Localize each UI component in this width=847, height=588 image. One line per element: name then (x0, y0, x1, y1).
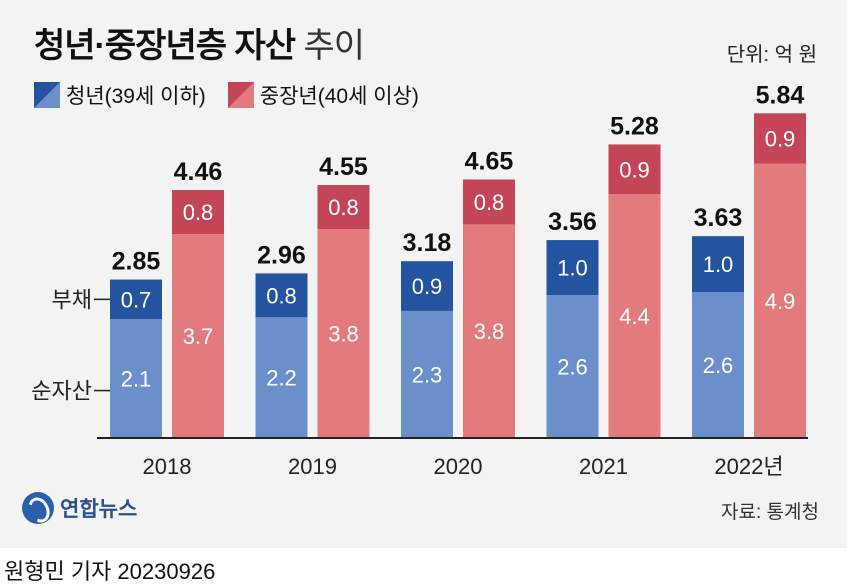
label-middle-debt-3: 0.9 (619, 157, 650, 182)
title-main: 청년·중장년층 자산 (34, 27, 296, 65)
side-label-net-assets: 순자산 (31, 379, 92, 404)
bar-middle-net-4 (754, 163, 806, 439)
label-middle-net-4: 4.9 (765, 289, 796, 314)
legend: 청년(39세 이하) 중장년(40세 이상) (34, 80, 441, 110)
label-middle-total-3: 5.28 (610, 112, 659, 140)
label-youth-debt-0: 0.7 (121, 287, 152, 312)
bar-middle-debt-0 (172, 190, 224, 235)
bar-youth-debt-3 (546, 240, 599, 296)
byline: 원형민 기자 20230926 (4, 559, 216, 584)
label-youth-debt-1: 0.8 (266, 283, 297, 308)
bar-middle-debt-3 (608, 144, 661, 195)
label-youth-net-1: 2.2 (266, 366, 297, 391)
label-youth-debt-2: 0.9 (412, 274, 443, 299)
label-youth-net-3: 2.6 (557, 355, 588, 380)
label-youth-debt-3: 1.0 (557, 256, 588, 281)
label-middle-debt-4: 0.9 (765, 126, 796, 151)
label-youth-total-2: 3.18 (403, 229, 452, 257)
legend-label-middle: 중장년(40세 이상) (259, 85, 419, 108)
x-tick-label-3: 2021 (579, 454, 628, 479)
bar-middle-debt-4 (754, 113, 806, 164)
title-sub: 추이 (303, 27, 365, 65)
bar-youth-debt-0 (110, 279, 162, 320)
bar-youth-debt-2 (401, 261, 453, 311)
globe-icon (22, 492, 54, 524)
bar-youth-net-0 (110, 319, 162, 438)
bar-middle-net-0 (172, 234, 224, 438)
bar-youth-debt-4 (692, 236, 744, 293)
bar-youth-debt-1 (255, 273, 308, 318)
label-middle-total-4: 5.84 (756, 81, 805, 109)
label-youth-total-3: 3.56 (548, 208, 597, 236)
label-middle-debt-1: 0.8 (328, 195, 359, 220)
legend-label-youth: 청년(39세 이하) (66, 85, 206, 108)
bar-youth-net-4 (692, 292, 744, 438)
source-label: 자료: 통계청 (721, 502, 819, 523)
bar-middle-net-2 (463, 224, 515, 438)
label-middle-total-0: 4.46 (174, 158, 223, 186)
bar-youth-net-1 (255, 317, 308, 438)
bar-middle-debt-2 (463, 179, 515, 225)
chart-title: 청년·중장년층 자산 추이 (34, 18, 365, 67)
unit-label: 단위: 억 원 (726, 44, 817, 66)
x-tick-label-4: 2022년 (714, 454, 783, 479)
legend-swatch-youth (34, 82, 60, 108)
bar-middle-debt-1 (317, 185, 370, 230)
x-tick-label-2: 2020 (434, 454, 483, 479)
label-middle-debt-0: 0.8 (183, 200, 214, 225)
label-middle-net-0: 3.7 (183, 324, 214, 349)
label-middle-net-1: 3.8 (328, 322, 359, 347)
label-middle-total-2: 4.65 (465, 147, 514, 175)
label-middle-net-3: 4.4 (619, 304, 650, 329)
label-youth-debt-4: 1.0 (703, 252, 734, 277)
logo: 연합뉴스 (22, 492, 137, 524)
bar-middle-net-3 (608, 194, 661, 438)
label-youth-net-0: 2.1 (121, 367, 152, 392)
bar-youth-net-3 (546, 295, 599, 438)
legend-item-middle: 중장년(40세 이상) (227, 80, 419, 110)
label-middle-total-1: 4.55 (319, 153, 368, 181)
label-youth-net-4: 2.6 (703, 353, 734, 378)
bar-youth-net-2 (401, 310, 453, 438)
label-youth-total-0: 2.85 (112, 248, 161, 276)
legend-item-youth: 청년(39세 이하) (34, 80, 206, 110)
label-middle-net-2: 3.8 (474, 319, 505, 344)
legend-swatch-middle (227, 82, 254, 108)
x-tick-label-0: 2018 (143, 454, 192, 479)
side-label-debt: 부채 (52, 287, 92, 312)
bar-middle-net-1 (317, 229, 370, 438)
label-youth-total-4: 3.63 (694, 204, 743, 232)
label-youth-net-2: 2.3 (412, 362, 443, 387)
label-middle-debt-2: 0.8 (474, 190, 505, 215)
logo-text: 연합뉴스 (60, 498, 138, 521)
label-youth-total-1: 2.96 (257, 241, 306, 269)
x-tick-label-1: 2019 (288, 454, 337, 479)
